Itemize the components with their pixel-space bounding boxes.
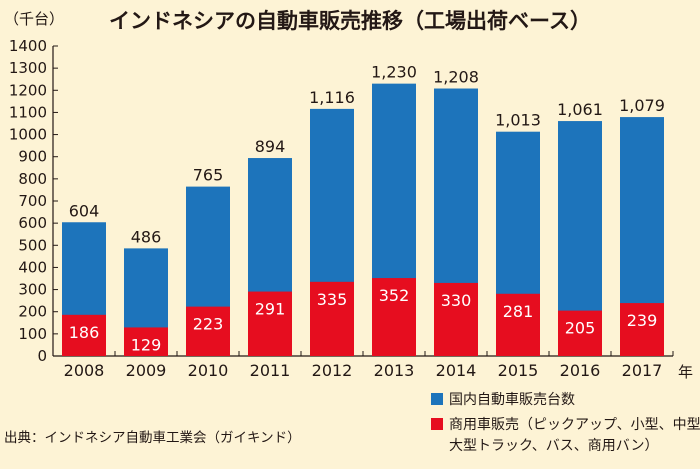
y-tick-label: 400: [18, 258, 47, 276]
x-axis-unit-label: 年: [678, 363, 693, 381]
y-tick-label: 300: [18, 281, 47, 299]
x-tick-label: 2017: [622, 361, 663, 380]
x-tick-label: 2015: [498, 361, 539, 380]
x-tick-label: 2010: [188, 361, 229, 380]
x-tick-label: 2016: [560, 361, 601, 380]
data-label-domestic: 604: [69, 201, 100, 220]
y-tick-label: 1100: [9, 103, 47, 121]
legend-label-commercial-line2: 大型トラック、バス、商用バン）: [449, 438, 658, 454]
x-tick-label: 2008: [64, 361, 105, 380]
y-tick-label: 700: [18, 192, 47, 210]
bar-commercial-sales: [186, 306, 230, 356]
data-label-commercial: 239: [627, 311, 658, 330]
data-label-commercial: 291: [255, 300, 286, 319]
y-axis-unit-label: （千台）: [4, 10, 64, 28]
y-tick-label: 100: [18, 325, 47, 343]
data-label-commercial: 330: [441, 291, 472, 310]
y-tick-label: 500: [18, 236, 47, 254]
data-label-commercial: 281: [503, 302, 534, 321]
x-tick-label: 2014: [436, 361, 477, 380]
data-labels: 604 186 486 129 765 223 894 291 1,116 335 1,230 352…: [69, 63, 665, 355]
data-label-commercial: 335: [317, 290, 348, 309]
data-label-domestic: 1,208: [433, 68, 479, 87]
axes: 0 100 200 300 400 500 600 700 800 900 1000 1100 1200…: [9, 37, 674, 380]
data-label-domestic: 486: [131, 227, 162, 246]
y-tick-label: 1400: [9, 37, 47, 55]
x-tick-label: 2013: [374, 361, 415, 380]
data-label-commercial: 205: [565, 319, 596, 338]
legend-swatch-domestic: [431, 393, 443, 405]
bar-commercial-sales: [372, 278, 416, 356]
data-label-commercial: 223: [193, 315, 224, 334]
data-label-domestic: 1,116: [309, 88, 355, 107]
legend-swatch-commercial: [431, 418, 443, 430]
bar-commercial-sales: [496, 293, 540, 356]
x-tick-label: 2011: [250, 361, 291, 380]
y-tick-label: 1000: [9, 126, 47, 144]
source-note: 出典：インドネシア自動車工業会（ガイキンド）: [4, 430, 301, 446]
y-tick-label: 800: [18, 170, 47, 188]
x-tick-label: 2012: [312, 361, 353, 380]
data-label-domestic: 765: [193, 166, 224, 185]
y-tick-label: 1200: [9, 81, 47, 99]
bars: [62, 83, 664, 357]
x-tick-label: 2009: [126, 361, 167, 380]
y-tick-label: 600: [18, 214, 47, 232]
legend-label-commercial-line1: 商用車販売（ピックアップ、小型、中型、: [449, 416, 700, 433]
bar-commercial-sales: [558, 310, 602, 356]
data-label-domestic: 1,061: [557, 100, 603, 119]
chart-title: インドネシアの自動車販売推移（工場出荷ベース）: [109, 9, 591, 33]
bar-commercial-sales: [434, 282, 478, 356]
y-tick-label: 200: [18, 303, 47, 321]
data-label-domestic: 1,013: [495, 111, 541, 130]
bar-commercial-sales: [248, 291, 292, 356]
y-tick-label: 0: [37, 347, 47, 365]
data-label-commercial: 186: [69, 323, 100, 342]
data-label-domestic: 894: [255, 137, 286, 156]
bar-commercial-sales: [62, 314, 106, 356]
legend-label-domestic: 国内自動車販売台数: [449, 391, 575, 408]
data-label-domestic: 1,230: [371, 63, 417, 82]
bar-commercial-sales: [620, 303, 664, 356]
bar-commercial-sales: [310, 281, 354, 356]
data-label-commercial: 352: [379, 286, 410, 305]
data-label-domestic: 1,079: [619, 96, 665, 115]
y-tick-label: 1300: [9, 59, 47, 77]
bar-commercial-sales: [124, 327, 168, 356]
data-label-commercial: 129: [131, 335, 162, 354]
legend: 国内自動車販売台数 商用車販売（ピックアップ、小型、中型、 大型トラック、バス、…: [431, 391, 700, 454]
y-tick-label: 900: [18, 148, 47, 166]
